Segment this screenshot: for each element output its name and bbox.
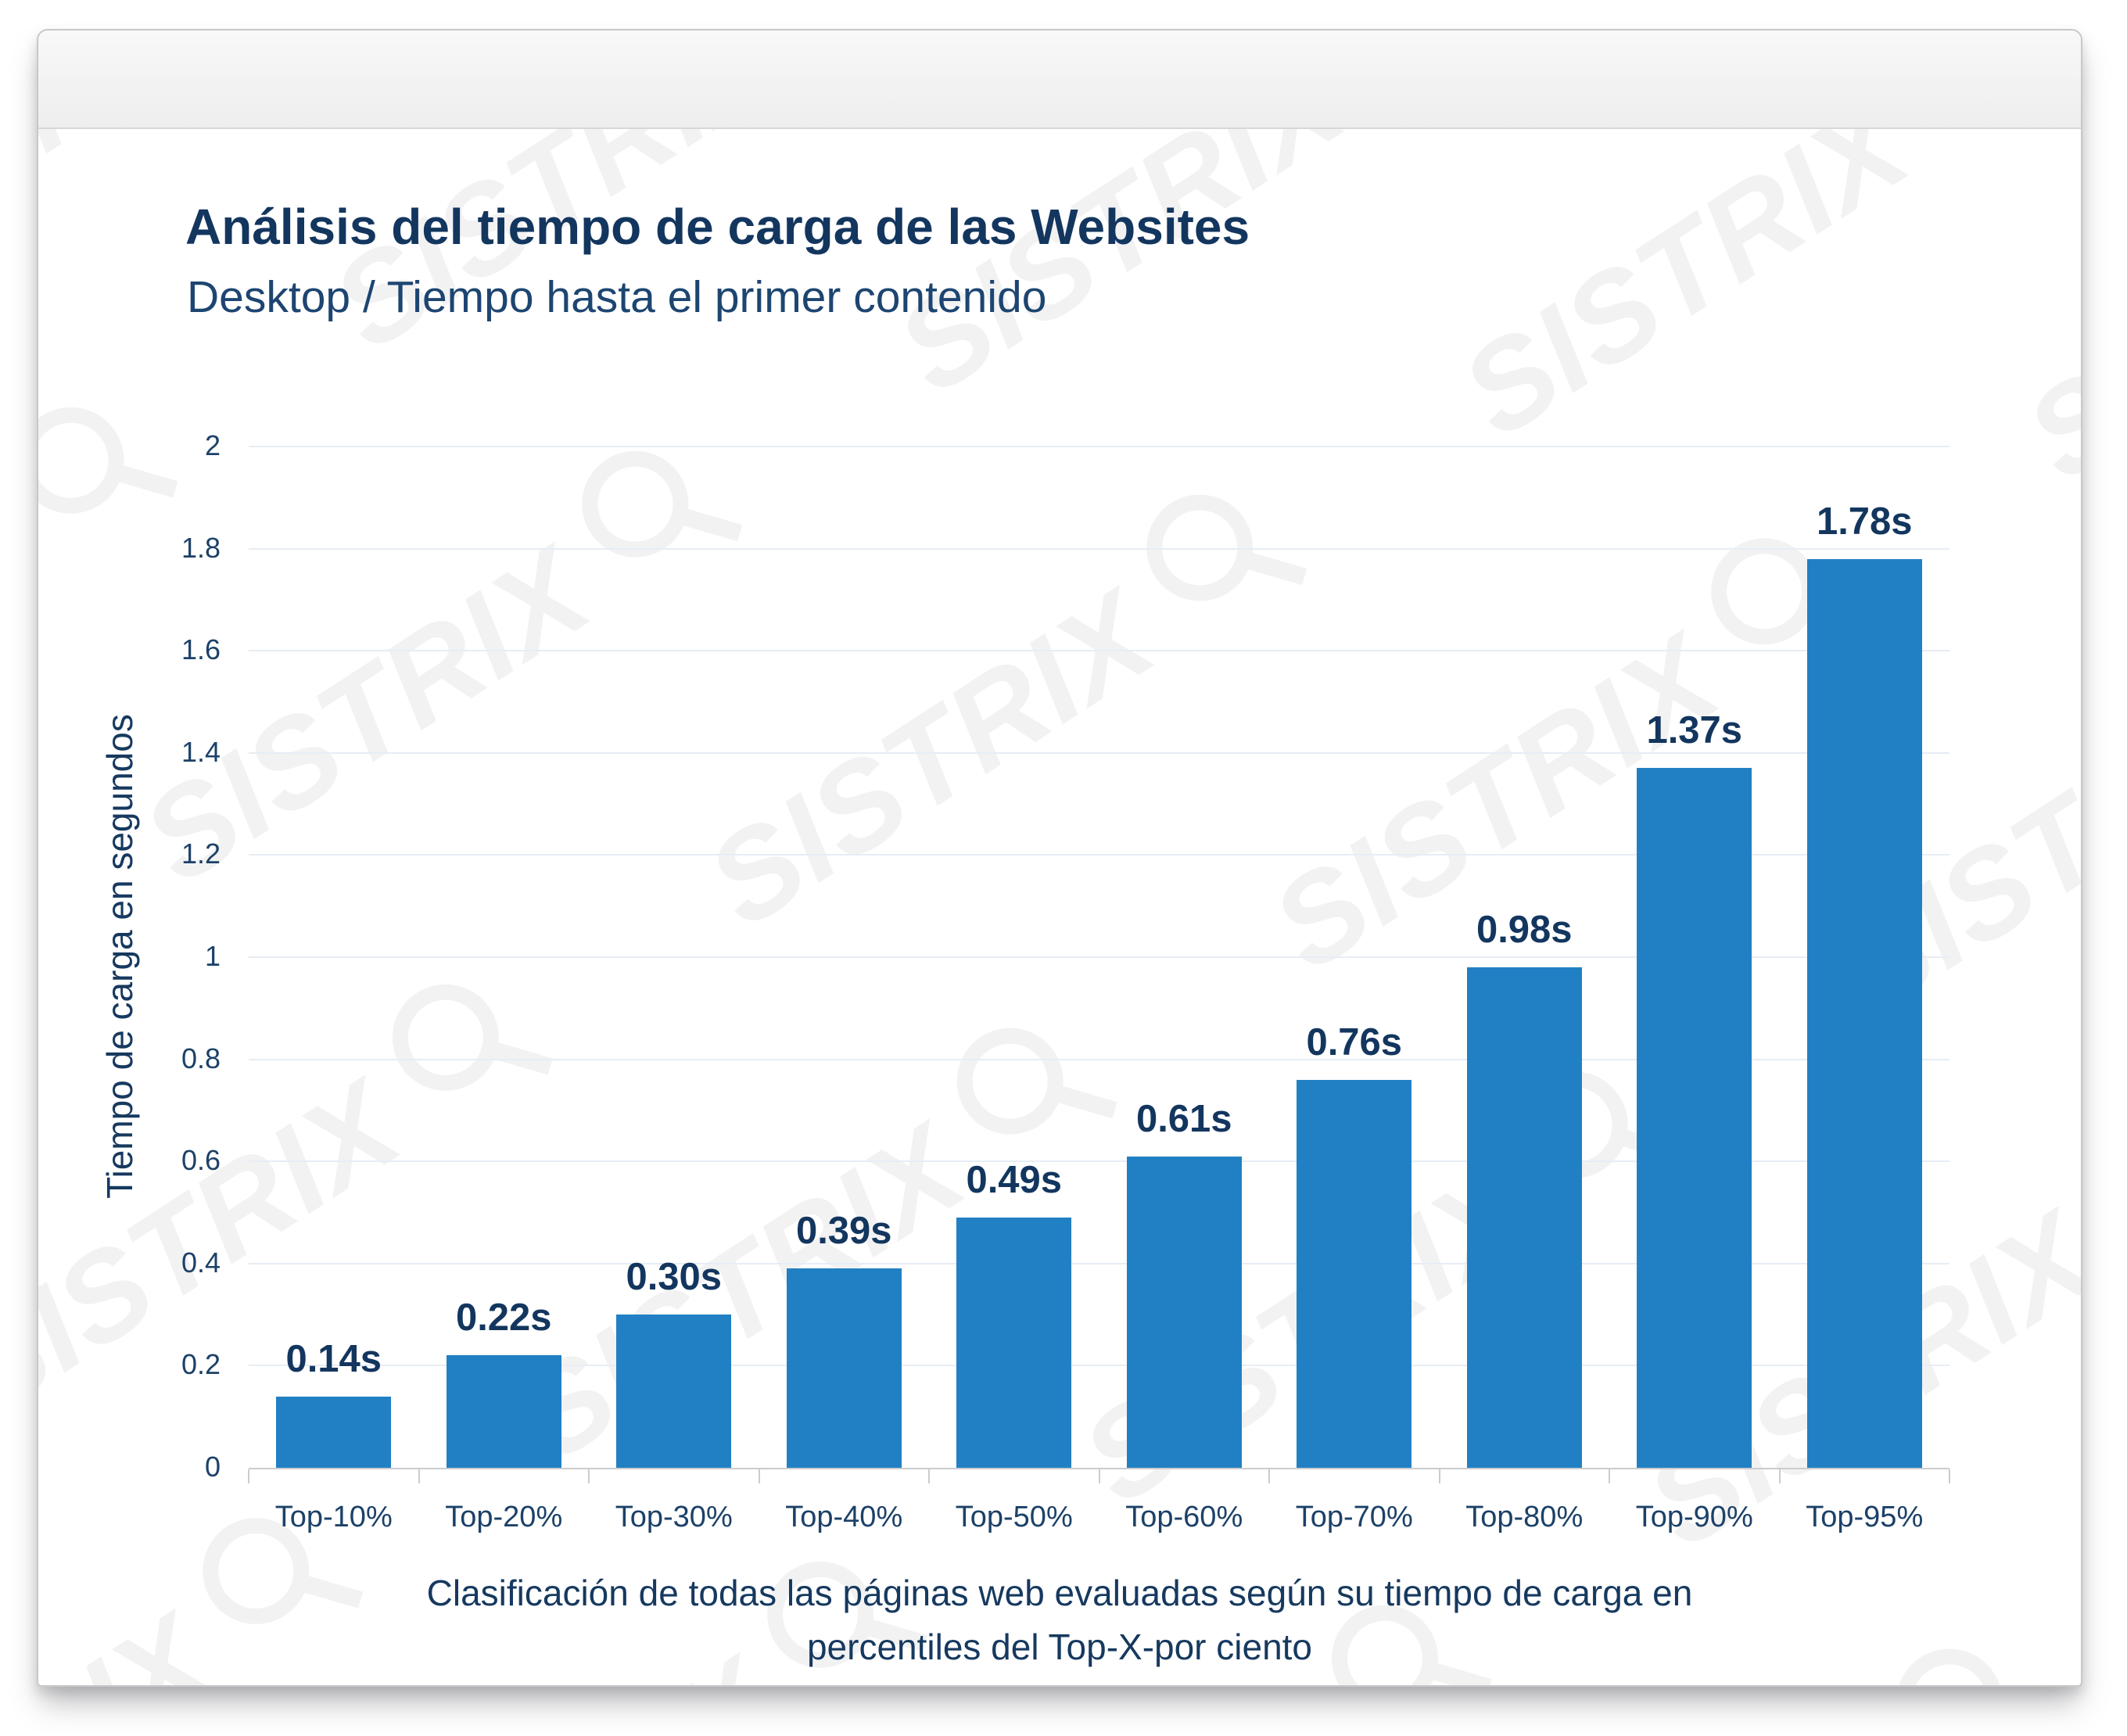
- bar: [1126, 1156, 1242, 1468]
- x-tick-mark: [1609, 1469, 1610, 1483]
- bar-value-label: 0.14s: [285, 1337, 382, 1380]
- gridline: [249, 1058, 1949, 1060]
- watermark-text: SISTRIX: [1437, 129, 1932, 464]
- x-tick-label: Top-95%: [1806, 1501, 1924, 1533]
- y-tick-label: 1.8: [181, 531, 221, 564]
- gridline: [249, 446, 1949, 447]
- chart-subtitle: Desktop / Tiempo hasta el primer conteni…: [187, 272, 1047, 322]
- bar: [616, 1315, 732, 1468]
- x-tick-mark: [1949, 1469, 1950, 1483]
- y-tick-label: 0: [204, 1451, 221, 1483]
- y-tick-label: 0.6: [181, 1144, 221, 1177]
- bar-value-label: 0.49s: [966, 1159, 1063, 1202]
- x-tick-label: Top-50%: [955, 1501, 1073, 1533]
- gridline: [249, 547, 1949, 550]
- bar-value-label: 0.61s: [1135, 1097, 1232, 1140]
- x-tick-mark: [248, 1469, 249, 1483]
- watermark-text: SISTRIX: [38, 477, 48, 866]
- x-tick-label: Top-80%: [1465, 1501, 1584, 1533]
- gridline: [249, 1365, 1949, 1367]
- watermark-text: SISTRIX: [2002, 129, 2081, 507]
- plot-area: 0 0.2 0.4 0.6 0.8 1 1.2 1.4 1.6 1.8 2 0.14s Top-10% 0…: [181, 429, 1950, 1533]
- x-tick-mark: [928, 1469, 930, 1483]
- watermark-text: SISTRIX: [868, 1673, 1364, 1685]
- y-tick-label: 1: [204, 940, 221, 972]
- bar-value-label: 1.78s: [1816, 500, 1913, 543]
- bar: [786, 1268, 902, 1468]
- bar: [276, 1396, 392, 1468]
- bar-value-label: 0.22s: [455, 1297, 552, 1340]
- x-tick-label: Top-40%: [785, 1501, 903, 1533]
- gridline: [249, 650, 1949, 652]
- x-tick-label: Top-20%: [445, 1501, 563, 1533]
- y-tick-label: 1.2: [181, 838, 221, 870]
- x-tick-label: Top-70%: [1295, 1501, 1413, 1533]
- window-titlebar: [38, 30, 2081, 129]
- bar: [1806, 558, 1922, 1468]
- y-tick-label: 0.8: [181, 1042, 221, 1074]
- magnifier-icon: [2052, 1069, 2081, 1286]
- x-tick-mark: [758, 1469, 760, 1483]
- y-tick-label: 1.6: [181, 633, 221, 666]
- bar-value-label: 1.37s: [1646, 709, 1743, 752]
- y-tick-label: 0.4: [181, 1246, 221, 1279]
- x-tick-label: Top-10%: [274, 1501, 393, 1533]
- x-tick-mark: [1268, 1469, 1270, 1483]
- x-axis-caption: Clasificación de todas las páginas web e…: [38, 1566, 2081, 1674]
- gridline: [249, 1262, 1949, 1264]
- x-axis-line: [249, 1468, 1949, 1469]
- bar: [956, 1218, 1072, 1468]
- gridline: [249, 854, 1949, 856]
- x-tick-mark: [1098, 1469, 1100, 1483]
- bar-value-label: 0.98s: [1476, 909, 1573, 952]
- chart-title: Análisis del tiempo de carga de las Webs…: [185, 199, 1250, 255]
- bar: [1466, 967, 1582, 1468]
- magnifier-icon: [1867, 129, 2081, 175]
- x-axis-caption-line1: Clasificación de todas las páginas web e…: [426, 1573, 1693, 1613]
- chart-card: SISTRIX SISTRIX SISTRIX SISTRIX SISTRIX SISTR…: [37, 29, 2082, 1687]
- x-axis-caption-line2: percentiles del Top-X-por ciento: [806, 1627, 1313, 1667]
- bar: [1637, 768, 1752, 1468]
- y-tick-label: 0.2: [181, 1348, 221, 1381]
- bar-value-label: 0.39s: [795, 1210, 892, 1253]
- bar: [1297, 1079, 1412, 1468]
- x-tick-mark: [588, 1469, 590, 1483]
- x-tick-label: Top-30%: [615, 1501, 733, 1533]
- y-tick-label: 1.4: [181, 735, 221, 768]
- x-tick-mark: [1778, 1469, 1781, 1483]
- y-tick-label: 2: [204, 429, 221, 461]
- gridline: [249, 1160, 1949, 1163]
- chart-content: SISTRIX SISTRIX SISTRIX SISTRIX SISTRIX SISTR…: [38, 129, 2081, 1685]
- x-tick-mark: [1438, 1469, 1440, 1483]
- watermark: SISTRIX: [2001, 129, 2081, 509]
- x-tick-label: Top-60%: [1125, 1501, 1243, 1533]
- bar-value-label: 0.76s: [1306, 1020, 1403, 1063]
- x-tick-label: Top-90%: [1635, 1501, 1753, 1533]
- magnifier-icon: [1302, 129, 1519, 131]
- gridline: [249, 751, 1949, 754]
- bar: [446, 1355, 561, 1468]
- x-tick-mark: [418, 1469, 420, 1483]
- gridline: [249, 956, 1949, 958]
- watermark: SISTRIX: [1437, 129, 2081, 465]
- bar-value-label: 0.30s: [626, 1256, 723, 1299]
